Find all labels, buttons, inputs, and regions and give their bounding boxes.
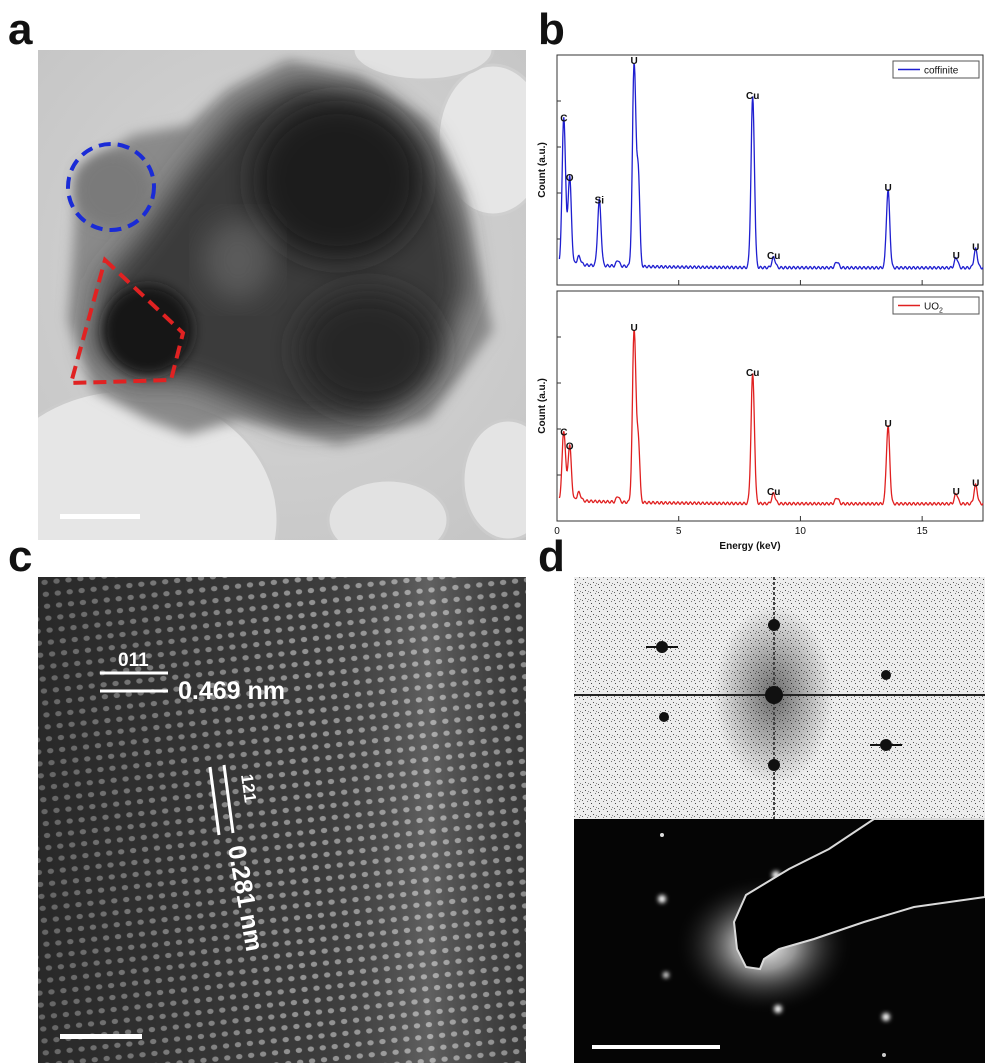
legend-box [892, 296, 980, 315]
particle-small-grain [75, 152, 151, 228]
legend-box [892, 60, 980, 79]
peak-label: Cu [767, 251, 780, 262]
diffraction-images [574, 577, 985, 1063]
x-tick-label: 5 [676, 526, 682, 537]
peak-label: U [953, 487, 960, 498]
fft-spot [768, 619, 780, 631]
peak-label: C [560, 427, 567, 438]
peak-label: C [560, 113, 567, 124]
panel-label-b: b [538, 5, 565, 54]
legend-label: coffinite [924, 66, 959, 77]
spacing-011-label: 0.469 nm [178, 677, 285, 705]
peak-label: O [566, 442, 574, 453]
plane-011-label: 011 [118, 650, 149, 671]
saed-spot [660, 833, 664, 837]
legend-label-subscript: 2 [939, 308, 943, 315]
panel-label-c: c [8, 532, 33, 581]
panel-label-d: d [538, 532, 565, 581]
plot-frame [556, 290, 984, 522]
spectrum-line-uo2 [558, 329, 984, 506]
saed-spot [882, 1053, 886, 1057]
scale-bar [60, 514, 140, 519]
fft-spot [881, 670, 891, 680]
hrtem-image-panel: 011 0.469 nm 121 0.281 nm [38, 577, 526, 1063]
tem-image-panel [38, 50, 526, 540]
saed-spot [882, 1013, 890, 1021]
plane-121-label: 121 [237, 773, 260, 804]
fft-spot [768, 759, 780, 771]
hrtem-image: 011 0.469 nm 121 0.281 nm [38, 577, 526, 1063]
peak-label: O [566, 173, 574, 184]
peak-label: U [884, 183, 891, 194]
peak-label: U [972, 243, 979, 254]
y-axis-label: Count (a.u.) [537, 142, 548, 198]
legend-label: UO2 [924, 302, 943, 315]
x-tick-label: 15 [917, 526, 929, 537]
scale-bar [60, 1034, 142, 1039]
coffinite-region-circle [66, 142, 156, 232]
peak-label: Cu [767, 487, 780, 498]
saed-spot [663, 972, 669, 978]
scale-bar [592, 1045, 720, 1049]
carbon-hole [351, 50, 495, 82]
saed-spot [658, 895, 666, 903]
carbon-hole [461, 418, 526, 540]
particle-dark-region [103, 285, 193, 375]
spectrum-line-coffinite [558, 62, 984, 270]
diffraction-panel [574, 577, 985, 1063]
fft-center-spot [765, 686, 783, 704]
panel-label-a: a [8, 5, 33, 54]
fft-pattern [574, 577, 985, 819]
particle-light-region [203, 220, 273, 300]
peak-label: U [953, 251, 960, 262]
saed-spot [774, 1005, 782, 1013]
particle-dark-region [298, 290, 438, 410]
uo2-region-outline [68, 256, 186, 386]
y-axis-label: Count (a.u.) [537, 378, 548, 434]
x-tick-label: 0 [554, 526, 560, 537]
plane-121-line [208, 766, 221, 836]
beam-stopper [732, 818, 985, 971]
fft-spot [659, 712, 669, 722]
peak-label: Si [595, 195, 605, 206]
peak-label: Cu [746, 91, 759, 102]
tem-image [38, 50, 526, 540]
eds-spectra-panel: C O Si U Cu Cu U U U Count (a.u.) coffinite C O U Cu Cu… [530, 45, 985, 565]
plot-frame [556, 54, 984, 286]
particle-dark-region [253, 100, 423, 260]
peak-label: U [631, 323, 638, 334]
x-axis-label: Energy (keV) [719, 541, 780, 552]
lattice-shading [38, 577, 526, 1063]
peak-label: U [972, 479, 979, 490]
plane-121-line [222, 764, 235, 834]
peak-label: U [631, 56, 638, 67]
saed-pattern [574, 818, 985, 1063]
x-tick-label: 10 [795, 526, 807, 537]
peak-label: U [884, 419, 891, 430]
peak-label: Cu [746, 368, 759, 379]
carbon-hole [326, 478, 450, 540]
